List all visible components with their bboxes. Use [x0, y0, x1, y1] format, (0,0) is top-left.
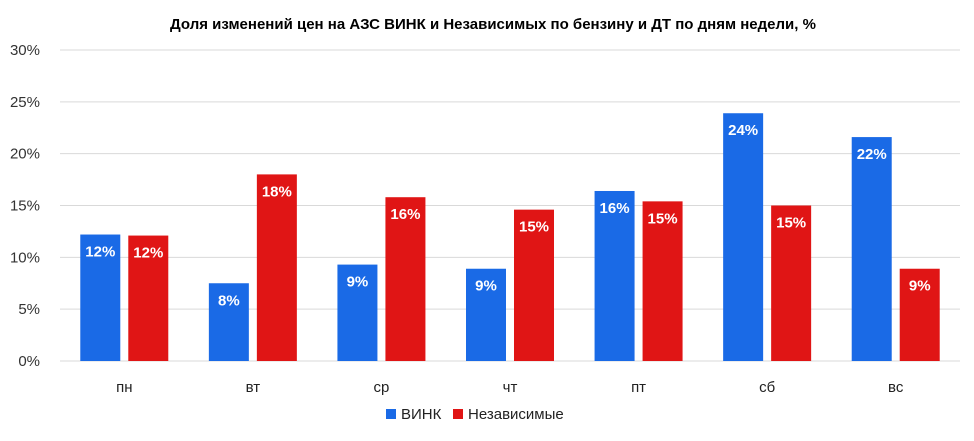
x-category-label: чт [503, 379, 518, 396]
bar-independent [256, 174, 297, 361]
y-tick-label: 15% [10, 198, 40, 215]
data-label: 24% [728, 122, 758, 139]
legend-label: ВИНК [401, 406, 442, 423]
data-label: 12% [133, 245, 163, 262]
bar-vink [80, 234, 121, 361]
data-label: 9% [909, 278, 931, 295]
bar-vink [208, 283, 249, 361]
data-label: 15% [519, 219, 549, 236]
y-tick-label: 10% [10, 249, 40, 266]
chart-title: Доля изменений цен на АЗС ВИНК и Независ… [170, 16, 816, 33]
bar-independent [771, 205, 812, 361]
bar-independent [514, 209, 554, 361]
bar-vink [851, 137, 892, 361]
data-label: 18% [262, 183, 292, 200]
legend-swatch [386, 409, 396, 419]
bar-vink [337, 264, 378, 361]
y-tick-label: 25% [10, 94, 40, 111]
bar-vink [723, 113, 764, 361]
data-label: 8% [218, 292, 240, 309]
x-category-label: сб [759, 379, 775, 396]
bar-independent [642, 201, 683, 361]
bar-independent [899, 268, 940, 361]
data-label: 12% [85, 244, 115, 261]
y-tick-label: 5% [18, 301, 40, 318]
bars [80, 113, 940, 361]
bar-independent [385, 197, 426, 361]
data-label: 9% [475, 278, 497, 295]
y-tick-label: 0% [18, 353, 40, 370]
legend-label: Независимые [468, 406, 564, 423]
data-label: 22% [857, 146, 887, 163]
data-labels: 12% 12% 8% 18% 9% 16% 9% 15% 16% 15% 24% 15% 22% 9% [85, 122, 930, 309]
bar-vink [466, 268, 506, 361]
legend-swatch [453, 409, 463, 419]
bar-independent [128, 235, 169, 361]
y-tick-label: 20% [10, 146, 40, 163]
data-label: 15% [776, 215, 806, 232]
data-label: 9% [347, 274, 369, 291]
x-category-label: ср [374, 379, 390, 396]
data-label: 16% [390, 206, 420, 223]
gridlines [60, 49, 960, 362]
bar-vink [594, 190, 635, 361]
x-category-label: пт [631, 379, 646, 396]
data-label: 15% [648, 210, 678, 227]
y-axis-tick-labels: 0% 5% 10% 15% 20% 25% 30% [10, 42, 40, 370]
x-axis-category-labels: пн вт ср чт пт сб вс [116, 379, 904, 396]
legend: ВИНК Независимые [386, 406, 564, 423]
y-tick-label: 30% [10, 42, 40, 59]
x-category-label: пн [116, 379, 132, 396]
x-category-label: вс [888, 379, 904, 396]
data-label: 16% [600, 200, 630, 217]
x-category-label: вт [246, 379, 261, 396]
